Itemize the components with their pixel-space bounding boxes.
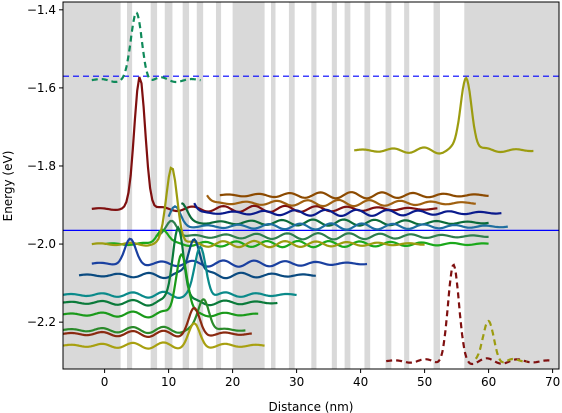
x-tick-label: 40 (353, 375, 368, 389)
x-axis-label: Distance (nm) (269, 400, 354, 413)
y-tick-label: −1.8 (27, 159, 56, 173)
plot-area (63, 2, 559, 369)
hole-state-curve-12 (63, 225, 278, 307)
barrier-region-5 (196, 2, 204, 369)
y-tick-label: −1.6 (27, 81, 56, 95)
x-tick-label: 20 (225, 375, 240, 389)
hole-state-curve-15 (63, 306, 252, 338)
x-tick-label: 50 (417, 375, 432, 389)
electron-state-curve-1 (91, 11, 201, 84)
hole-state-curve-14 (63, 298, 246, 335)
barrier-region-13 (364, 2, 371, 369)
hole-state-curve-2 (206, 194, 476, 208)
electron-state-curve-2 (385, 263, 553, 366)
barrier-region-6 (215, 2, 222, 369)
barrier-region-4 (182, 2, 190, 369)
hole-state-curve-6 (155, 219, 489, 241)
barrier-region-12 (344, 2, 351, 369)
hole-state-curve-13 (63, 252, 259, 319)
barrier-region-10 (311, 2, 317, 369)
x-tick-label: 0 (101, 375, 109, 389)
y-axis: −1.4 −1.6 −1.8 −2.0 −2.2 (27, 3, 63, 329)
barrier-region-15 (404, 2, 410, 369)
hole-state-curve-10 (78, 238, 316, 280)
x-axis: 0 10 20 30 40 50 60 70 (101, 369, 560, 389)
hole-state-curve-7 (104, 228, 489, 249)
y-tick-label: −2.2 (27, 315, 56, 329)
x-tick-label: 60 (481, 375, 496, 389)
barrier-region-16 (433, 2, 440, 369)
x-tick-label: 10 (161, 375, 176, 389)
hole-state-curve-1 (219, 191, 489, 200)
barrier-region-14 (385, 2, 392, 369)
hole-state-curve-3 (193, 202, 502, 217)
barrier-region-9 (288, 2, 295, 369)
y-axis-label: Energy (eV) (1, 151, 15, 222)
barrier-region-0 (63, 2, 121, 369)
electron-state-curve-3 (474, 319, 527, 364)
x-tick-label: 70 (545, 375, 560, 389)
y-tick-label: −1.4 (27, 3, 56, 17)
hole-state-curve-8 (91, 166, 425, 249)
barrier-region-7 (232, 2, 265, 369)
plot-frame (62, 1, 560, 370)
hole-state-curve-5 (167, 204, 508, 231)
electron-state-curve-0 (354, 76, 534, 155)
barrier-region-8 (271, 2, 276, 369)
hole-state-curve-11 (63, 245, 297, 299)
x-tick-label: 30 (289, 375, 304, 389)
barrier-region-17 (464, 2, 559, 369)
barrier-region-2 (150, 2, 158, 369)
y-tick-label: −2.0 (27, 237, 56, 251)
hole-state-curve-9 (91, 237, 368, 268)
barrier-region-11 (331, 2, 337, 369)
hole-state-curve-16 (63, 322, 265, 350)
